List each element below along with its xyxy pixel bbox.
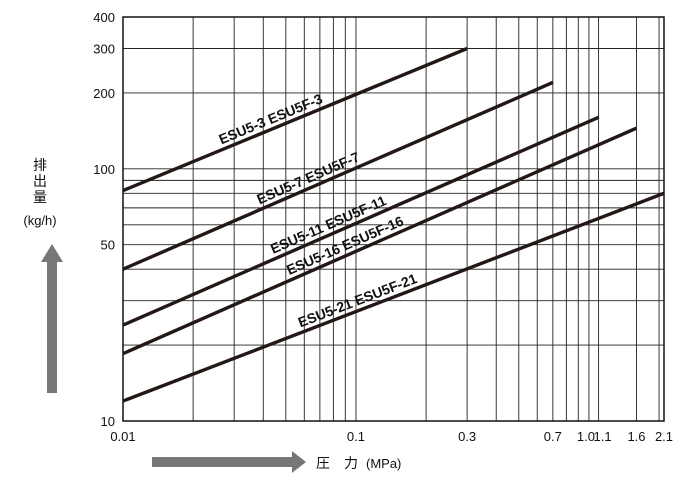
series-line: [122, 115, 600, 327]
y-tick-label: 50: [101, 238, 115, 253]
series-line: [122, 126, 638, 356]
plot-frame: [122, 16, 665, 422]
y-tick-label: 400: [93, 10, 115, 25]
y-axis-arrow-icon: [41, 244, 63, 393]
y-tick-label: 200: [93, 86, 115, 101]
x-axis-unit: (MPa): [366, 456, 401, 471]
x-tick-label: 0.3: [458, 429, 476, 444]
y-tick-label: 100: [93, 162, 115, 177]
x-tick-label: 0.1: [347, 429, 365, 444]
series-line: [122, 46, 468, 193]
y-axis-label-char-1: 排: [33, 158, 47, 174]
series-label: ESU5-3 ESU5F-3: [216, 90, 324, 147]
series-line: [122, 80, 554, 271]
grid-layer: [123, 17, 664, 421]
y-axis-label-char-3: 量: [33, 190, 47, 206]
x-axis-label: 圧 力: [316, 456, 358, 472]
y-axis-unit: (kg/h): [23, 213, 56, 228]
x-axis-arrow-icon: [152, 451, 306, 473]
series-label: ESU5-7 ESU5F-7: [254, 148, 362, 207]
y-tick-label: 10: [101, 414, 115, 429]
x-tick-label: 0.01: [110, 429, 135, 444]
x-tick-label: 1.0: [577, 429, 595, 444]
x-tick-label: 2.1: [655, 429, 673, 444]
series-line: [122, 191, 665, 403]
y-tick-label: 300: [93, 42, 115, 57]
y-axis-label-char-2: 出: [33, 174, 47, 190]
x-tick-label: 1.6: [627, 429, 645, 444]
tick-layer: 0.01 0.1 0.3 0.7 1.01.1 1.6 2.1 10 50 100 200 300 40…: [93, 10, 673, 444]
x-tick-label: 1.1: [594, 429, 612, 444]
x-tick-label: 0.7: [544, 429, 562, 444]
